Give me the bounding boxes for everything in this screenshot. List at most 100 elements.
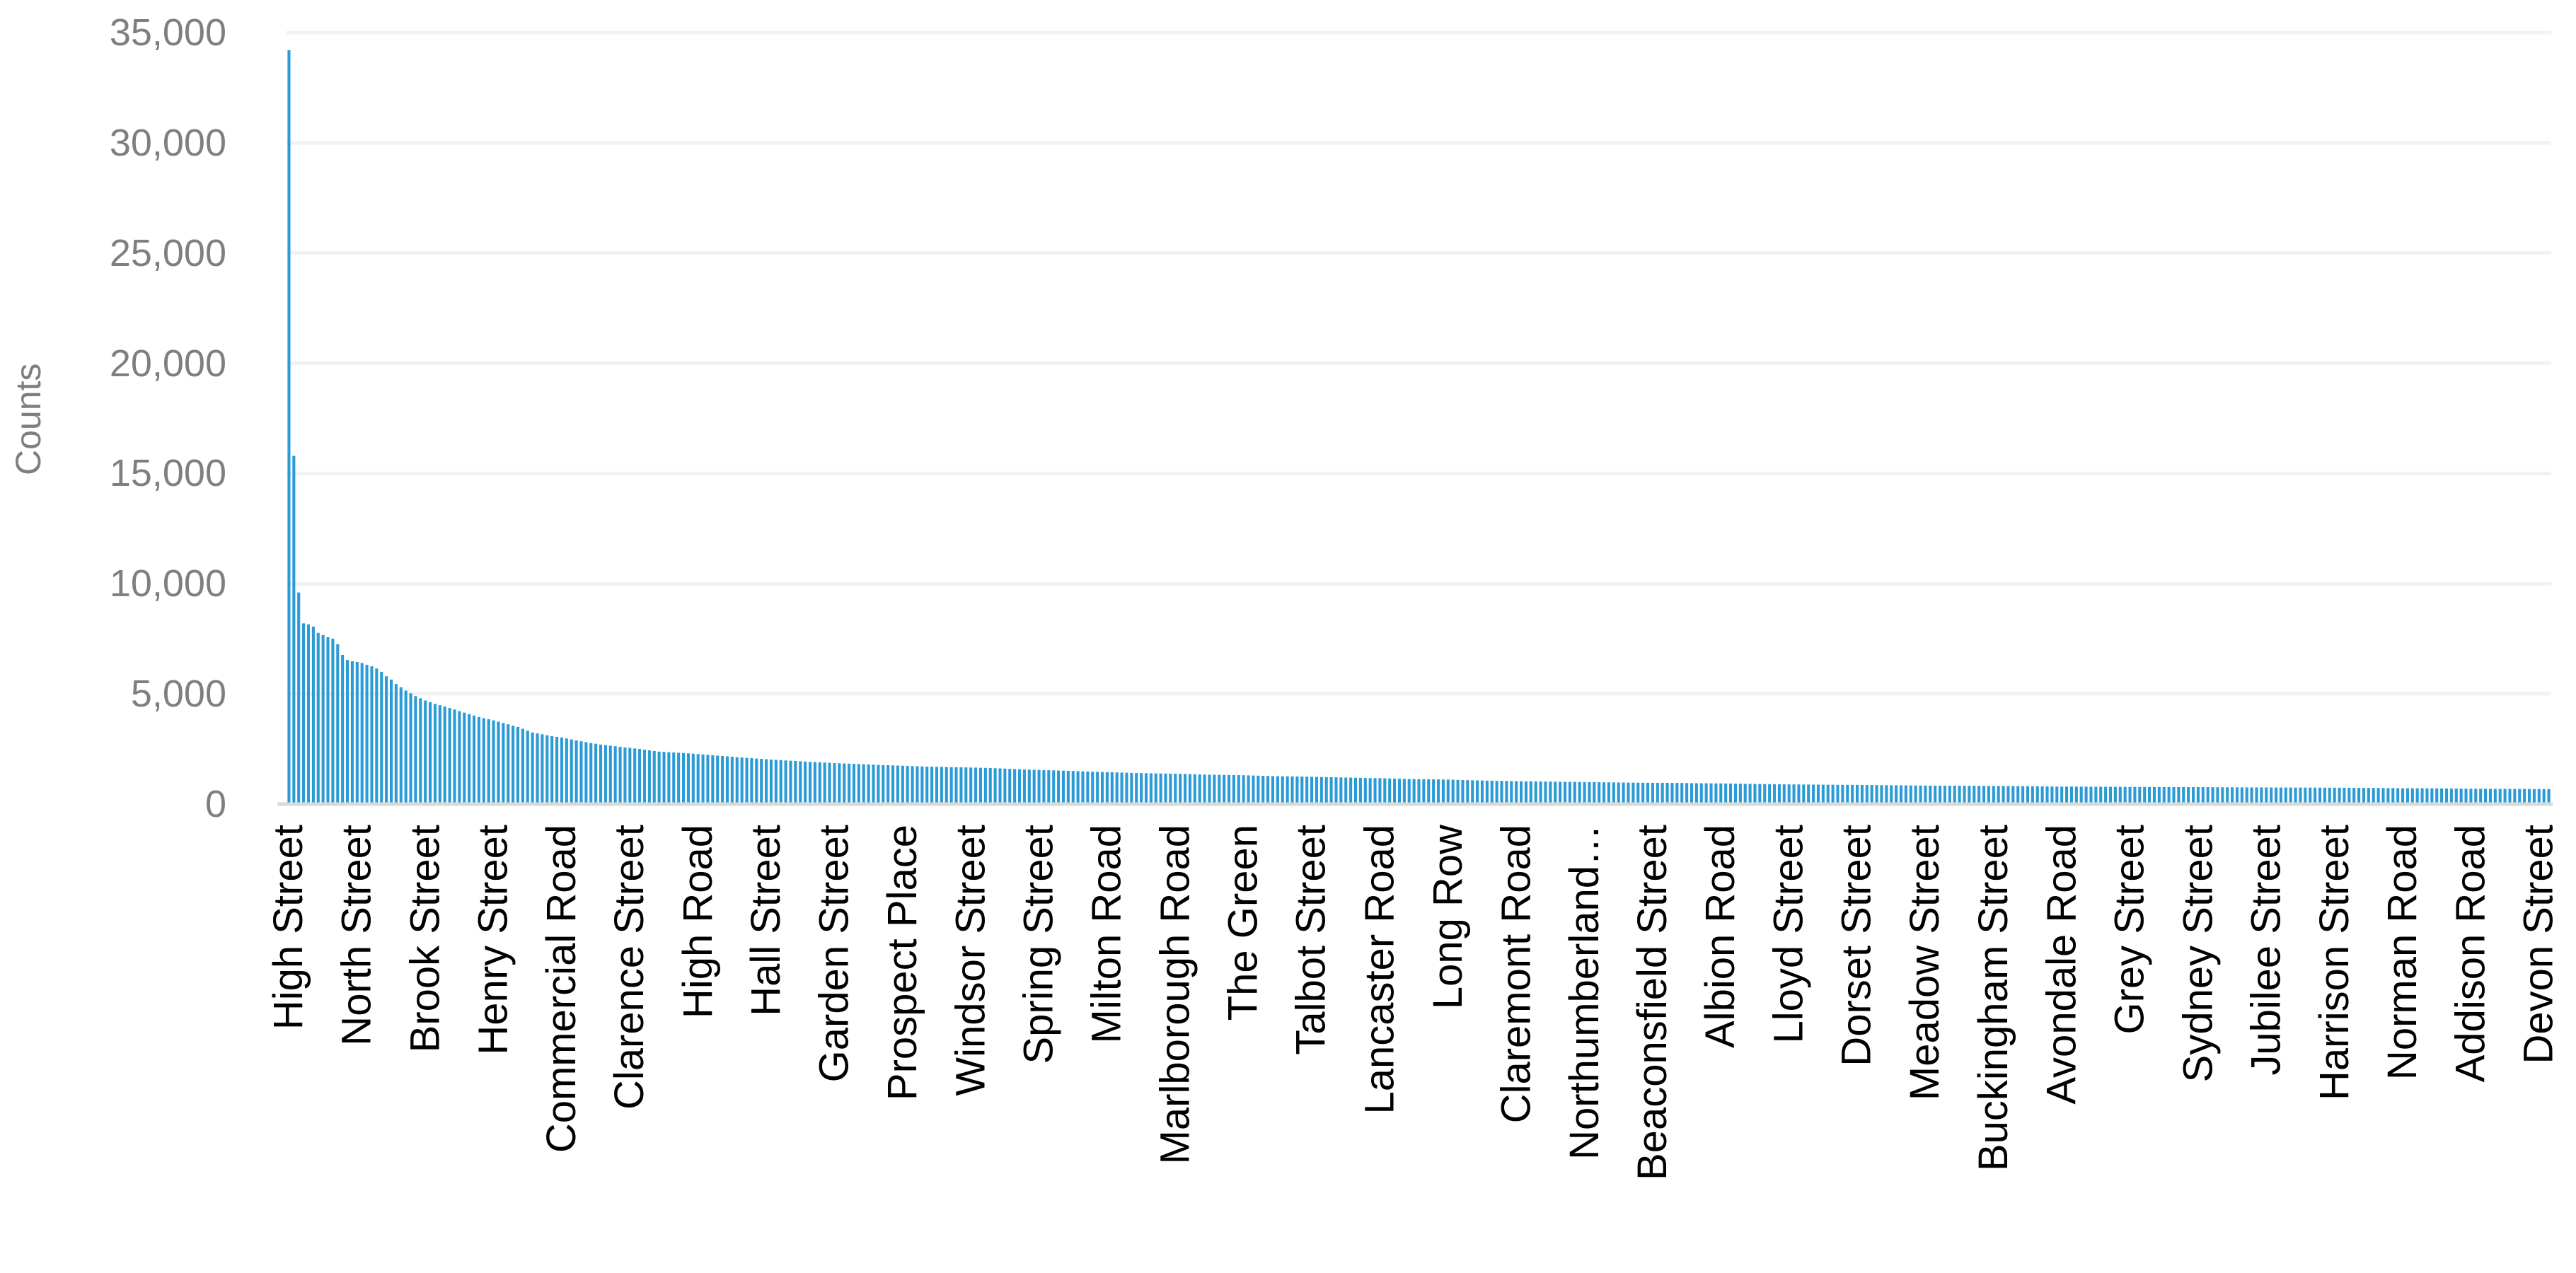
bar [2532, 789, 2536, 804]
bar [1305, 777, 1309, 804]
bar [1096, 772, 1099, 804]
bar [2045, 786, 2049, 804]
bar [1772, 784, 1777, 804]
bar [375, 668, 379, 804]
x-axis-line [277, 802, 2553, 806]
bar [1958, 786, 1961, 804]
bar [1037, 769, 1041, 804]
bar [1709, 783, 1713, 804]
bar [2118, 786, 2122, 804]
bar [1929, 785, 1932, 804]
bar [1875, 785, 1878, 804]
bar [2537, 789, 2541, 804]
bar [2265, 787, 2268, 804]
bar [1276, 776, 1279, 804]
bar [1071, 771, 1075, 804]
bar [2016, 786, 2020, 804]
bar [993, 768, 997, 804]
bar [813, 762, 816, 804]
bar [1578, 781, 1581, 804]
x-category-label: Devon Street [2515, 825, 2562, 1064]
x-category-label: Jubilee Street [2243, 825, 2289, 1076]
bar [1948, 785, 1951, 804]
bar [419, 698, 422, 804]
bar [316, 632, 320, 804]
bar [2235, 787, 2239, 804]
bar [1388, 778, 1392, 804]
bar [1324, 777, 1328, 804]
bar [2318, 787, 2322, 804]
bar [468, 714, 471, 804]
bar [740, 757, 744, 804]
bar [1593, 781, 1596, 804]
bar [2299, 787, 2302, 804]
bar [1919, 785, 1922, 804]
bar [2133, 786, 2137, 804]
bar [1851, 784, 1854, 804]
bar [2474, 789, 2478, 804]
bar [1310, 777, 1314, 804]
bar [2275, 787, 2278, 804]
bar [1836, 784, 1839, 804]
bar [2469, 789, 2473, 804]
bar [1042, 769, 1046, 804]
x-category-label: Commercial Road [538, 825, 584, 1153]
bar [2381, 788, 2385, 804]
bar [1627, 782, 1630, 804]
bar [438, 705, 441, 804]
bar [735, 757, 739, 804]
bars [287, 50, 2551, 805]
bar [1174, 773, 1177, 804]
bar [1252, 775, 1255, 804]
bar [1880, 785, 1883, 804]
bar [1218, 774, 1221, 804]
bar [677, 752, 681, 804]
bar [872, 765, 875, 804]
x-category-label: Lloyd Street [1765, 825, 1812, 1044]
bar [599, 744, 603, 804]
bar [1476, 780, 1479, 804]
bar [686, 753, 690, 804]
bar [311, 627, 315, 804]
bar [1353, 777, 1358, 804]
bar [1188, 774, 1192, 804]
x-category-label: Harrison Street [2311, 825, 2357, 1101]
bar [1588, 781, 1591, 804]
bar [399, 687, 403, 804]
bar [1022, 769, 1026, 804]
bar [1076, 771, 1080, 804]
bar [2206, 787, 2210, 804]
bar [507, 724, 510, 804]
bar [355, 661, 359, 804]
bar [818, 762, 821, 804]
bar [341, 654, 345, 804]
bar [843, 763, 846, 804]
bar [2338, 787, 2341, 804]
bar [2410, 788, 2414, 804]
bar [959, 767, 963, 804]
bar [774, 760, 778, 804]
y-tick-label: 25,000 [109, 231, 226, 274]
bar [1027, 769, 1031, 804]
bar [2094, 786, 2098, 804]
y-tick-label: 10,000 [109, 562, 226, 605]
bar [823, 762, 826, 804]
bar [2279, 787, 2282, 804]
bar [2454, 788, 2458, 804]
bar [1987, 786, 1990, 804]
bar [2372, 788, 2375, 804]
bar [463, 712, 466, 804]
bar [2031, 786, 2034, 804]
bar [1510, 781, 1513, 804]
bar [1768, 784, 1772, 804]
bar [1495, 781, 1498, 804]
gridline [287, 471, 2551, 475]
bar [1758, 784, 1762, 804]
bar [1471, 780, 1474, 804]
bar [1378, 778, 1382, 804]
bar [1329, 777, 1333, 804]
bar [589, 743, 593, 804]
bar [1436, 779, 1440, 804]
bar [1977, 786, 1981, 804]
x-category-label: Norman Road [2379, 825, 2426, 1081]
